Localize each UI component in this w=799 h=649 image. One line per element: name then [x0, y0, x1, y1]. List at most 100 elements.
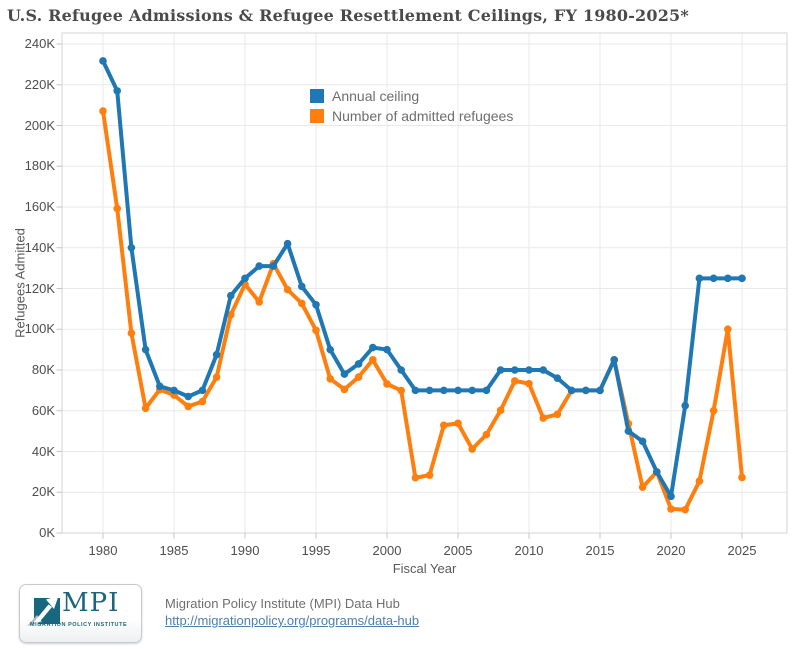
y-tick-label: 0K — [39, 525, 55, 540]
data-point-annual-ceiling — [738, 274, 746, 283]
data-point-annual-ceiling — [255, 262, 263, 270]
data-point-annual-ceiling — [170, 386, 178, 395]
legend-swatch-annual-ceiling — [310, 89, 324, 103]
y-tick-label: 60K — [31, 402, 55, 418]
data-point-annual-ceiling — [212, 350, 221, 359]
data-point-number-of-admitted-refugees — [113, 204, 121, 213]
x-tick-label: 2000 — [372, 543, 402, 558]
data-point-annual-ceiling — [695, 274, 704, 283]
data-point-number-of-admitted-refugees — [440, 421, 448, 430]
data-point-number-of-admitted-refugees — [99, 107, 107, 115]
data-point-annual-ceiling — [141, 345, 150, 354]
data-point-annual-ceiling — [638, 437, 647, 446]
data-point-annual-ceiling — [496, 366, 505, 374]
data-point-annual-ceiling — [184, 392, 192, 401]
data-point-annual-ceiling — [525, 366, 533, 374]
data-point-annual-ceiling — [440, 386, 448, 395]
data-point-annual-ceiling — [553, 374, 562, 382]
x-tick-label: 1985 — [159, 543, 189, 558]
data-point-annual-ceiling — [724, 274, 732, 283]
legend-swatch-admitted-refugees — [310, 109, 324, 123]
data-point-number-of-admitted-refugees — [511, 377, 519, 385]
y-tick-label: 140K — [24, 239, 55, 255]
y-tick-label: 200K — [24, 117, 55, 133]
x-tick-label: 1980 — [88, 543, 118, 558]
data-point-number-of-admitted-refugees — [738, 473, 746, 482]
x-tick-label: 1995 — [301, 543, 331, 558]
data-point-number-of-admitted-refugees — [312, 326, 320, 335]
data-point-annual-ceiling — [113, 87, 121, 95]
data-point-number-of-admitted-refugees — [283, 285, 292, 294]
data-hub-link[interactable]: http://migrationpolicy.org/programs/data… — [165, 613, 420, 628]
data-point-annual-ceiling — [354, 360, 363, 368]
data-point-annual-ceiling — [369, 343, 377, 352]
data-point-number-of-admitted-refugees — [184, 402, 192, 411]
x-tick-label: 2020 — [656, 543, 686, 558]
y-tick-label: 40K — [31, 443, 55, 459]
mpi-logo-subtext: MIGRATION POLICY INSTITUTE — [30, 622, 128, 628]
data-point-annual-ceiling — [397, 366, 406, 374]
data-point-annual-ceiling — [653, 468, 661, 476]
legend-label-annual-ceiling: Annual ceiling — [332, 88, 420, 104]
data-point-annual-ceiling — [596, 386, 604, 395]
y-tick-label: 20K — [31, 484, 55, 500]
data-point-number-of-admitted-refugees — [425, 471, 434, 479]
data-point-number-of-admitted-refugees — [454, 419, 462, 428]
data-point-number-of-admitted-refugees — [539, 414, 547, 422]
data-point-number-of-admitted-refugees — [255, 298, 263, 306]
x-tick-label: 1990 — [230, 543, 260, 558]
data-point-number-of-admitted-refugees — [298, 299, 306, 308]
data-point-annual-ceiling — [99, 57, 107, 65]
data-point-annual-ceiling — [468, 386, 477, 395]
data-point-annual-ceiling — [383, 345, 391, 354]
data-point-annual-ceiling — [425, 386, 434, 395]
data-point-number-of-admitted-refugees — [212, 373, 221, 381]
data-point-annual-ceiling — [482, 386, 491, 395]
source-text: Migration Policy Institute (MPI) Data Hu… — [165, 596, 400, 611]
data-point-annual-ceiling — [539, 366, 547, 374]
data-point-annual-ceiling — [241, 274, 249, 283]
y-tick-label: 120K — [24, 280, 55, 296]
data-point-annual-ceiling — [227, 291, 235, 300]
data-point-number-of-admitted-refugees — [141, 404, 150, 413]
data-point-number-of-admitted-refugees — [709, 406, 718, 415]
data-point-annual-ceiling — [567, 386, 576, 395]
data-point-number-of-admitted-refugees — [411, 473, 420, 482]
series-line-annual-ceiling — [101, 58, 744, 499]
data-point-number-of-admitted-refugees — [383, 380, 391, 388]
plot-border — [61, 32, 788, 534]
chart-title: U.S. Refugee Admissions & Refugee Resett… — [7, 6, 689, 25]
y-tick-label: 240K — [24, 36, 55, 51]
x-tick-label: 2015 — [585, 543, 615, 558]
data-point-number-of-admitted-refugees — [482, 430, 491, 439]
data-point-annual-ceiling — [340, 370, 349, 378]
data-point-number-of-admitted-refugees — [638, 483, 647, 491]
legend-item-admitted-refugees: Number of admitted refugees — [310, 106, 513, 126]
data-point-number-of-admitted-refugees — [553, 410, 562, 419]
data-point-annual-ceiling — [298, 282, 306, 291]
x-tick-label: 2010 — [514, 543, 544, 558]
data-point-number-of-admitted-refugees — [525, 379, 533, 388]
data-point-annual-ceiling — [156, 382, 164, 391]
x-tick-label: 2025 — [727, 543, 757, 558]
mpi-arrow-icon — [27, 596, 60, 626]
source-attribution: Migration Policy Institute (MPI) Data Hu… — [165, 595, 419, 629]
data-point-annual-ceiling — [198, 386, 207, 395]
data-point-number-of-admitted-refugees — [496, 406, 505, 415]
legend-item-annual-ceiling: Annual ceiling — [310, 86, 513, 106]
data-point-annual-ceiling — [269, 262, 278, 270]
data-point-annual-ceiling — [681, 401, 689, 410]
y-tick-label: 160K — [24, 199, 55, 214]
data-point-annual-ceiling — [411, 386, 420, 395]
y-tick-label: 180K — [24, 158, 55, 174]
data-point-annual-ceiling — [326, 345, 335, 354]
data-point-annual-ceiling — [127, 243, 136, 252]
data-point-number-of-admitted-refugees — [354, 373, 363, 381]
data-point-number-of-admitted-refugees — [695, 477, 704, 485]
data-point-annual-ceiling — [610, 356, 618, 364]
data-point-number-of-admitted-refugees — [326, 374, 335, 383]
data-point-number-of-admitted-refugees — [397, 386, 406, 395]
data-point-number-of-admitted-refugees — [198, 397, 207, 406]
